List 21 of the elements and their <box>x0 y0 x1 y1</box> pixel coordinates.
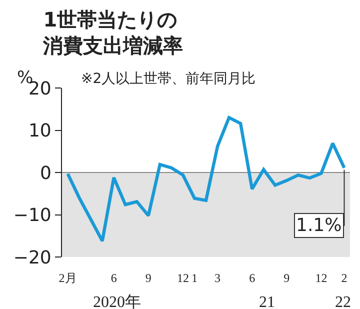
x-tick-label: 1 <box>191 271 198 285</box>
y-tick-label: 0 <box>40 162 52 184</box>
text: 2020年 <box>93 294 141 309</box>
y-tick-label: −10 <box>13 205 52 226</box>
x-tick-label: 9 <box>284 271 290 285</box>
x-tick-label: 12 <box>315 271 328 285</box>
y-tick-label: −20 <box>13 247 52 268</box>
x-tick-label: 6 <box>249 271 256 285</box>
x-tick-label: 3 <box>214 271 221 285</box>
x-tick-label: 12 <box>176 271 189 285</box>
chart-subtitle: ※2人以上世帯、前年同月比 <box>81 71 256 87</box>
line-series <box>66 116 346 243</box>
text: 21 <box>259 294 275 309</box>
x-tick-label: 2月 <box>58 271 77 285</box>
x-tick-label: 2 <box>341 271 348 285</box>
chart-title: 1世帯当たりの消費支出増減率 <box>42 7 184 58</box>
x-tick-label: 6 <box>110 271 117 285</box>
annotation: 1.1% <box>296 215 342 236</box>
x-tick-label: 9 <box>145 271 152 285</box>
y-tick-label: 10 <box>28 120 52 142</box>
text: 22 <box>335 294 351 309</box>
